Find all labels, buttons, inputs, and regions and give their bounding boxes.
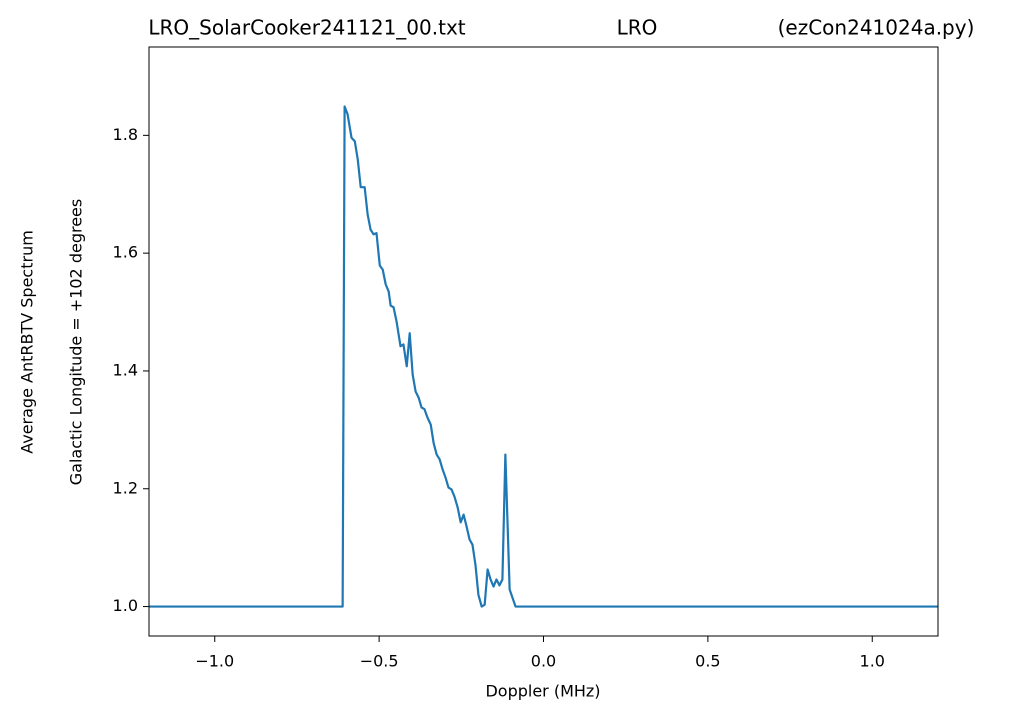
y-tick-label: 1.6: [113, 243, 138, 262]
x-tick-label: −0.5: [360, 652, 399, 671]
title-script: (ezCon241024a.py): [778, 16, 975, 40]
x-tick-label: 1.0: [860, 652, 885, 671]
title-site: LRO: [617, 16, 658, 40]
y-tick-label: 1.8: [113, 125, 138, 144]
plot-frame: [148, 46, 939, 637]
y-tick-label: 1.4: [113, 360, 138, 379]
y-tick-label: 1.2: [113, 478, 138, 497]
x-tick-label: 0.5: [695, 652, 720, 671]
data-line: [149, 105, 938, 608]
x-tick-label: 0.0: [531, 652, 556, 671]
x-tick-label: −1.0: [195, 652, 234, 671]
y-axis-label: Galactic Longitude = +102 degrees: [67, 199, 86, 485]
title-file: LRO_SolarCooker241121_00.txt: [148, 16, 465, 40]
y-tick-label: 1.0: [113, 596, 138, 615]
x-axis-label: Doppler (MHz): [485, 682, 600, 701]
y-axis-label: Average AntRBTV Spectrum: [18, 230, 37, 454]
